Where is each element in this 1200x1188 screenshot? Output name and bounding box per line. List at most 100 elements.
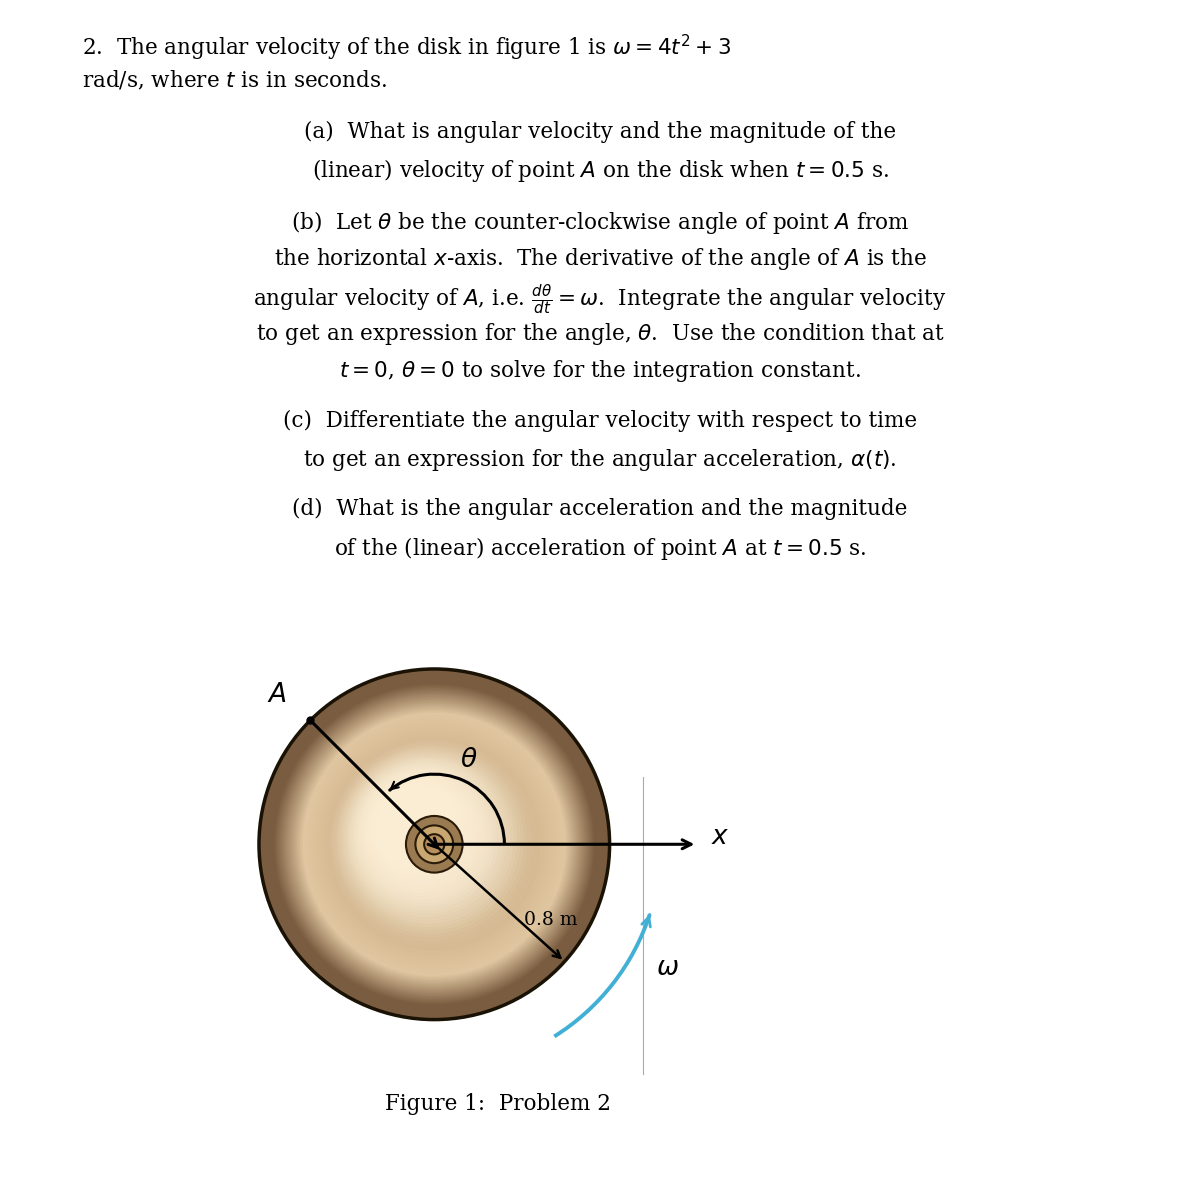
- Ellipse shape: [373, 783, 496, 905]
- Ellipse shape: [354, 764, 515, 924]
- Ellipse shape: [364, 775, 504, 915]
- Ellipse shape: [391, 801, 434, 845]
- Ellipse shape: [338, 748, 521, 930]
- Ellipse shape: [294, 704, 575, 985]
- Ellipse shape: [288, 699, 581, 991]
- Ellipse shape: [370, 779, 469, 879]
- Text: $t = 0$, $\theta = 0$ to solve for the integration constant.: $t = 0$, $\theta = 0$ to solve for the i…: [340, 358, 860, 384]
- Ellipse shape: [433, 842, 436, 846]
- Ellipse shape: [372, 782, 466, 876]
- Ellipse shape: [366, 776, 476, 886]
- Ellipse shape: [348, 758, 521, 930]
- Ellipse shape: [420, 829, 449, 859]
- Text: (d)  What is the angular acceleration and the magnitude: (d) What is the angular acceleration and…: [293, 498, 907, 520]
- Ellipse shape: [401, 810, 468, 878]
- Ellipse shape: [398, 809, 421, 832]
- Ellipse shape: [287, 696, 582, 992]
- Ellipse shape: [414, 823, 455, 865]
- Ellipse shape: [313, 723, 556, 966]
- Ellipse shape: [356, 767, 511, 922]
- Ellipse shape: [319, 729, 550, 960]
- Ellipse shape: [415, 826, 454, 864]
- Ellipse shape: [338, 748, 530, 941]
- Ellipse shape: [383, 792, 449, 859]
- Ellipse shape: [392, 802, 476, 886]
- Ellipse shape: [368, 778, 500, 910]
- Ellipse shape: [361, 771, 482, 893]
- Ellipse shape: [322, 732, 547, 956]
- Text: $A$: $A$: [266, 682, 287, 707]
- Ellipse shape: [397, 807, 425, 834]
- Ellipse shape: [274, 683, 595, 1005]
- Ellipse shape: [334, 744, 535, 946]
- Ellipse shape: [289, 700, 578, 988]
- Ellipse shape: [343, 753, 514, 924]
- Ellipse shape: [400, 809, 469, 879]
- Text: $x$: $x$: [710, 823, 730, 848]
- Ellipse shape: [312, 721, 557, 967]
- Ellipse shape: [388, 797, 481, 891]
- Text: the horizontal $x$-axis.  The derivative of the angle of $A$ is the: the horizontal $x$-axis. The derivative …: [274, 246, 926, 272]
- Ellipse shape: [389, 800, 480, 890]
- Ellipse shape: [276, 687, 592, 1001]
- Ellipse shape: [408, 819, 461, 871]
- Ellipse shape: [286, 695, 583, 993]
- Ellipse shape: [292, 701, 577, 987]
- Ellipse shape: [306, 715, 563, 973]
- Text: 0.8 m: 0.8 m: [523, 911, 577, 929]
- Ellipse shape: [332, 742, 530, 941]
- Ellipse shape: [380, 790, 452, 862]
- Text: (b)  Let $\theta$ be the counter-clockwise angle of point $A$ from: (b) Let $\theta$ be the counter-clockwis…: [290, 209, 910, 236]
- Ellipse shape: [332, 742, 536, 947]
- Ellipse shape: [424, 834, 444, 854]
- Text: (linear) velocity of point $A$ on the disk when $t = 0.5$ s.: (linear) velocity of point $A$ on the di…: [312, 157, 888, 184]
- Ellipse shape: [389, 798, 438, 848]
- Ellipse shape: [336, 746, 524, 934]
- Ellipse shape: [386, 796, 482, 892]
- Ellipse shape: [410, 821, 457, 867]
- Ellipse shape: [335, 744, 528, 937]
- Ellipse shape: [416, 827, 452, 861]
- Ellipse shape: [426, 835, 443, 853]
- Ellipse shape: [325, 734, 544, 954]
- Text: $\omega$: $\omega$: [656, 955, 679, 980]
- Text: rad/s, where $t$ is in seconds.: rad/s, where $t$ is in seconds.: [82, 69, 386, 91]
- Ellipse shape: [302, 713, 565, 975]
- Ellipse shape: [307, 718, 562, 972]
- Ellipse shape: [281, 691, 588, 998]
- Ellipse shape: [295, 706, 574, 984]
- Ellipse shape: [364, 773, 480, 890]
- Ellipse shape: [347, 757, 506, 917]
- Ellipse shape: [320, 731, 548, 959]
- Ellipse shape: [360, 770, 509, 918]
- Ellipse shape: [377, 788, 491, 902]
- Ellipse shape: [305, 714, 564, 974]
- Ellipse shape: [359, 769, 510, 921]
- Ellipse shape: [300, 710, 569, 979]
- Ellipse shape: [329, 739, 540, 949]
- Ellipse shape: [372, 782, 497, 908]
- Ellipse shape: [346, 756, 523, 934]
- Text: 2.  The angular velocity of the disk in figure 1 is $\omega = 4t^2 + 3$: 2. The angular velocity of the disk in f…: [82, 33, 731, 63]
- Ellipse shape: [421, 832, 448, 858]
- Ellipse shape: [355, 765, 514, 923]
- Ellipse shape: [374, 784, 462, 872]
- Ellipse shape: [275, 685, 594, 1004]
- Ellipse shape: [310, 720, 558, 968]
- Ellipse shape: [341, 751, 517, 928]
- Ellipse shape: [262, 672, 607, 1017]
- Ellipse shape: [330, 740, 538, 948]
- Ellipse shape: [293, 702, 576, 986]
- Ellipse shape: [340, 750, 529, 940]
- Text: angular velocity of $A$, i.e. $\frac{d\theta}{dt} = \omega$.  Integrate the angu: angular velocity of $A$, i.e. $\frac{d\t…: [253, 283, 947, 317]
- Ellipse shape: [361, 771, 508, 917]
- Ellipse shape: [336, 746, 532, 942]
- Ellipse shape: [318, 727, 551, 961]
- Ellipse shape: [353, 763, 516, 927]
- Ellipse shape: [350, 762, 500, 910]
- Ellipse shape: [407, 816, 462, 872]
- Ellipse shape: [280, 689, 589, 999]
- Ellipse shape: [415, 826, 454, 864]
- Ellipse shape: [335, 745, 534, 943]
- Ellipse shape: [263, 674, 605, 1016]
